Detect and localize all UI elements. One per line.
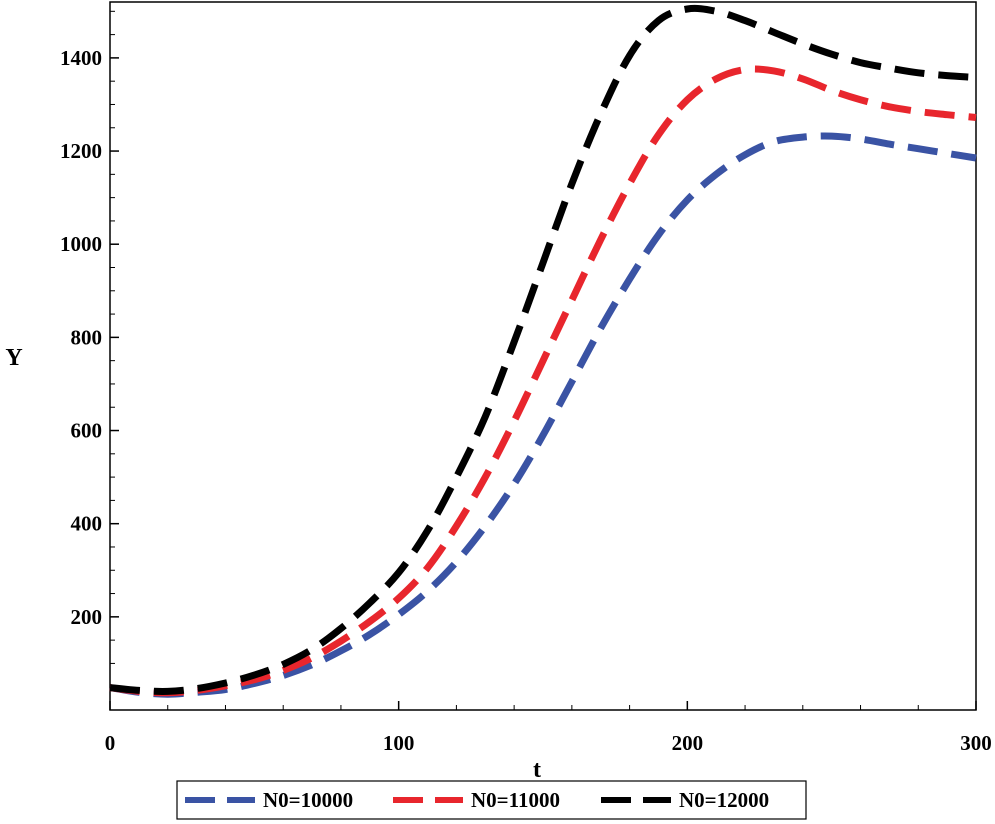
y-axis-ticks: 200 400 600 800 1000 1200 1400 bbox=[60, 10, 119, 688]
y-axis-label: Y bbox=[5, 345, 22, 371]
x-tick-label: 100 bbox=[383, 731, 415, 755]
x-tick-label: 200 bbox=[672, 731, 704, 755]
y-tick-label: 800 bbox=[71, 325, 103, 349]
x-tick-label: 300 bbox=[960, 731, 992, 755]
y-tick-label: 1400 bbox=[60, 46, 102, 70]
legend-label: N0=10000 bbox=[263, 788, 353, 812]
x-axis-ticks: 0 100 200 300 bbox=[105, 701, 992, 755]
x-axis-label: t bbox=[533, 757, 541, 783]
legend-label: N0=11000 bbox=[471, 788, 560, 812]
series-line-1 bbox=[109, 132, 977, 698]
series-line-2 bbox=[109, 65, 977, 697]
y-tick-label: 1200 bbox=[60, 139, 102, 163]
y-tick-label: 600 bbox=[71, 419, 103, 443]
x-tick-label: 0 bbox=[105, 731, 116, 755]
y-tick-label: 400 bbox=[71, 512, 103, 536]
legend-label: N0=12000 bbox=[679, 788, 769, 812]
legend-box bbox=[176, 780, 807, 820]
series-layer bbox=[109, 4, 977, 698]
series-line-3 bbox=[109, 4, 977, 695]
y-tick-label: 1000 bbox=[60, 232, 102, 256]
legend: N0=10000 N0=11000 N0=12000 bbox=[176, 780, 807, 820]
y-tick-label: 200 bbox=[71, 605, 103, 629]
